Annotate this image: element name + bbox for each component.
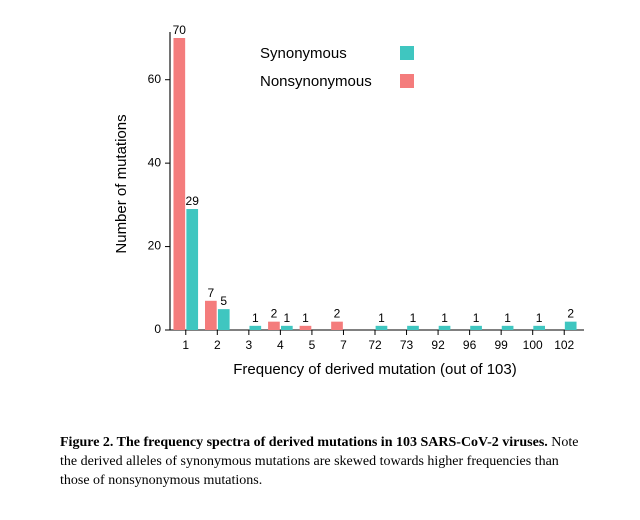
svg-text:7: 7 xyxy=(340,338,347,352)
svg-text:2: 2 xyxy=(271,307,278,321)
svg-text:1: 1 xyxy=(283,311,290,325)
svg-text:1: 1 xyxy=(182,338,189,352)
svg-text:73: 73 xyxy=(400,338,414,352)
svg-text:1: 1 xyxy=(441,311,448,325)
svg-text:Frequency of derived mutation: Frequency of derived mutation (out of 10… xyxy=(233,361,517,378)
svg-text:4: 4 xyxy=(277,338,284,352)
svg-text:2: 2 xyxy=(567,307,574,321)
bar-chart: 0204060Number of mutations12345772739296… xyxy=(60,20,590,420)
svg-text:96: 96 xyxy=(463,338,477,352)
svg-text:1: 1 xyxy=(504,311,511,325)
svg-text:1: 1 xyxy=(410,311,417,325)
svg-text:5: 5 xyxy=(309,338,316,352)
svg-text:100: 100 xyxy=(523,338,543,352)
svg-text:20: 20 xyxy=(148,239,162,253)
svg-text:1: 1 xyxy=(473,311,480,325)
svg-text:1: 1 xyxy=(536,311,543,325)
figure-wrap: 0204060Number of mutations12345772739296… xyxy=(60,20,590,420)
svg-text:70: 70 xyxy=(173,23,187,37)
caption-bold: Figure 2. The frequency spectra of deriv… xyxy=(60,435,548,450)
svg-text:102: 102 xyxy=(554,338,574,352)
svg-text:Synonymous: Synonymous xyxy=(260,45,347,62)
svg-text:5: 5 xyxy=(220,294,227,308)
svg-text:72: 72 xyxy=(368,338,382,352)
svg-text:60: 60 xyxy=(148,72,162,86)
svg-text:Number of mutations: Number of mutations xyxy=(113,114,130,253)
svg-text:7: 7 xyxy=(208,286,215,300)
svg-text:29: 29 xyxy=(186,194,200,208)
svg-text:2: 2 xyxy=(214,338,221,352)
svg-text:1: 1 xyxy=(302,311,309,325)
svg-text:1: 1 xyxy=(378,311,385,325)
svg-text:92: 92 xyxy=(431,338,445,352)
svg-text:99: 99 xyxy=(494,338,508,352)
figure-caption: Figure 2. The frequency spectra of deriv… xyxy=(60,434,590,491)
svg-text:2: 2 xyxy=(334,307,341,321)
svg-text:40: 40 xyxy=(148,155,162,169)
svg-text:1: 1 xyxy=(252,311,259,325)
svg-text:Nonsynonymous: Nonsynonymous xyxy=(260,73,372,90)
svg-text:3: 3 xyxy=(246,338,253,352)
svg-text:0: 0 xyxy=(154,322,161,336)
